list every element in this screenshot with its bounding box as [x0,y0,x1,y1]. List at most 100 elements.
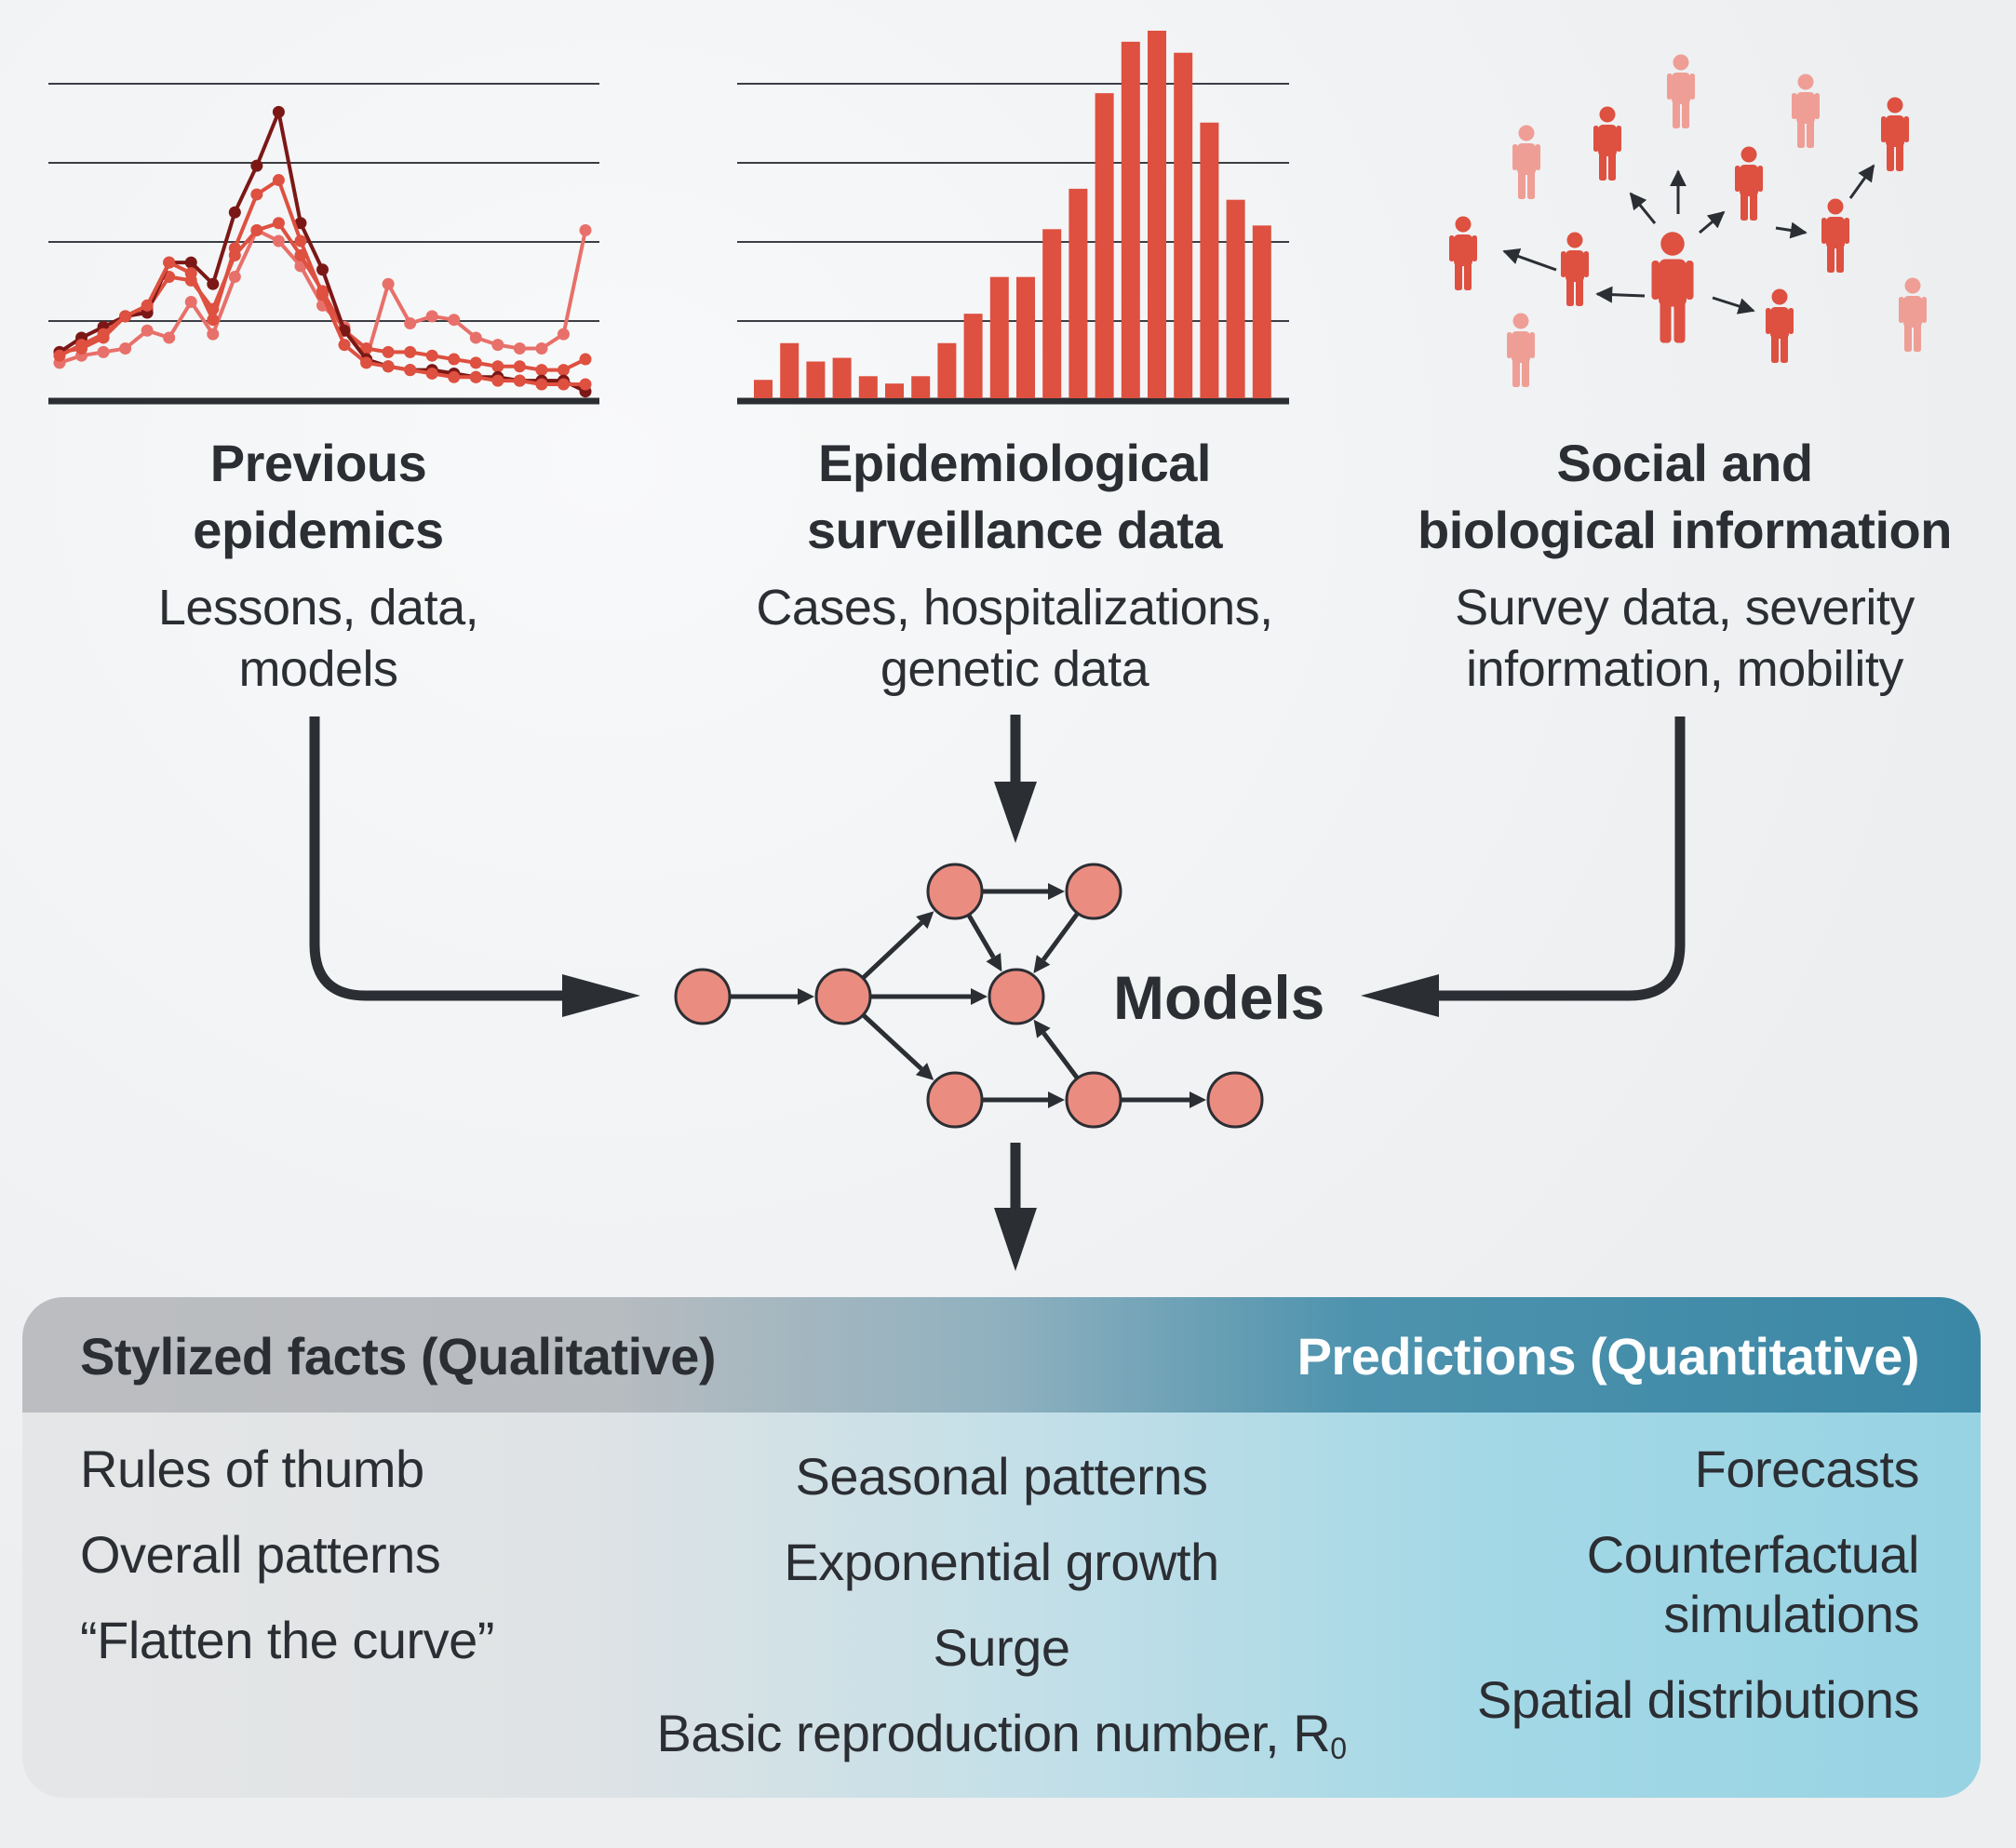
bar [780,342,800,398]
bar [858,376,878,398]
model-edge-arrowhead [986,953,1002,972]
line-point [579,378,592,391]
arrow-from-social-info [1424,716,1686,1001]
line-point [207,277,220,290]
line-point [119,310,132,323]
middle-item: Surge [933,1618,1070,1677]
line-point [557,328,570,341]
line-point [228,206,241,219]
line-point [250,223,263,236]
bar [1016,276,1035,398]
line-point [316,288,329,301]
line-point [535,364,548,377]
bar [885,383,904,398]
line-point [184,295,197,308]
line-point [579,353,592,366]
bar [1042,229,1062,398]
line-point [272,174,285,187]
line-point [382,277,395,290]
bar [1200,122,1219,398]
person-icon-light [1667,54,1695,128]
model-edge-arrowhead [915,1063,934,1080]
bar [1252,225,1271,398]
line-point [141,324,154,337]
outputs-panel-body: Rules of thumb Overall patterns “Flatten… [22,1413,1981,1798]
model-edge-arrowhead [1048,1091,1065,1108]
stylized-fact-item: “Flatten the curve” [80,1611,494,1669]
people-link-arrow [1629,192,1657,224]
person-icon-light [1899,277,1927,352]
bar [1068,188,1088,398]
line-point [316,263,329,276]
line-point [272,217,285,230]
person-icon-light [1792,74,1820,148]
people-link-arrow [1595,286,1646,303]
source-title-surveillance-data: Epidemiological surveillance data [807,434,1222,559]
line-point [557,378,570,391]
surveillance-bar-chart [737,31,1289,405]
line-point [97,328,110,341]
model-node [1065,1071,1122,1129]
people-link-arrow [1502,248,1557,272]
line-point [491,339,504,352]
model-edge [966,914,996,958]
bar [989,276,1009,398]
line-point [294,234,307,248]
people-link-arrow [1775,221,1808,239]
line-point [535,342,548,355]
model-edge-arrowhead [971,988,988,1005]
bar [754,380,773,398]
line-point [382,345,395,358]
line-point [272,234,285,248]
person-icon-light [1507,313,1535,387]
source-title-social-biological: Social and biological information [1418,434,1952,559]
line-point [207,328,220,341]
model-edge-arrowhead [1048,883,1065,900]
bar [937,342,957,398]
bar [911,376,931,398]
line-point [469,331,482,344]
line-point [338,339,351,352]
line-point [425,367,438,380]
bar [806,361,826,398]
line-point [448,314,461,327]
arrow-from-previous-epidemics [309,716,577,1001]
flow-arrows [309,715,1686,1271]
bar [1226,199,1245,398]
person-icon [1821,198,1849,273]
line-point [53,349,66,362]
middle-item: Seasonal patterns [795,1447,1208,1506]
model-edge-arrowhead [1033,1019,1051,1038]
previous-epidemics-line-chart [48,83,599,405]
line-point [404,317,417,330]
stylized-fact-item: Rules of thumb [80,1440,424,1498]
source-subtitle-social-biological: Survey data, severity information, mobili… [1455,580,1915,697]
line-point [448,370,461,383]
line-point [535,378,548,391]
line-point [228,242,241,255]
line-point [163,331,176,344]
arrow-head-right-input [1361,974,1439,1017]
bar [1148,31,1166,398]
bar [832,357,852,398]
models-label: Models [1113,963,1325,1032]
person-icon [1881,97,1909,171]
person-icon [1561,232,1589,306]
model-network-graphic [674,863,1264,1129]
model-edge [862,920,924,980]
person-icon [1593,106,1621,181]
line-point [184,256,197,269]
stylized-facts-header: Stylized facts (Qualitative) [80,1327,717,1386]
source-subtitle-surveillance-data: Cases, hospitalizations, genetic data [756,580,1273,697]
line-point [513,374,526,387]
line-point [557,364,570,377]
prediction-item: Spatial distributions [1476,1670,1920,1729]
people-link-arrow [1699,210,1726,234]
line-point [228,271,241,283]
line-point [382,360,395,373]
prediction-item: Forecasts [1694,1440,1920,1498]
model-edge-arrowhead [1033,955,1051,973]
person-icon [1766,288,1794,363]
line-point [141,299,154,312]
outputs-panel: Stylized facts (Qualitative) Predictions… [22,1297,1981,1798]
